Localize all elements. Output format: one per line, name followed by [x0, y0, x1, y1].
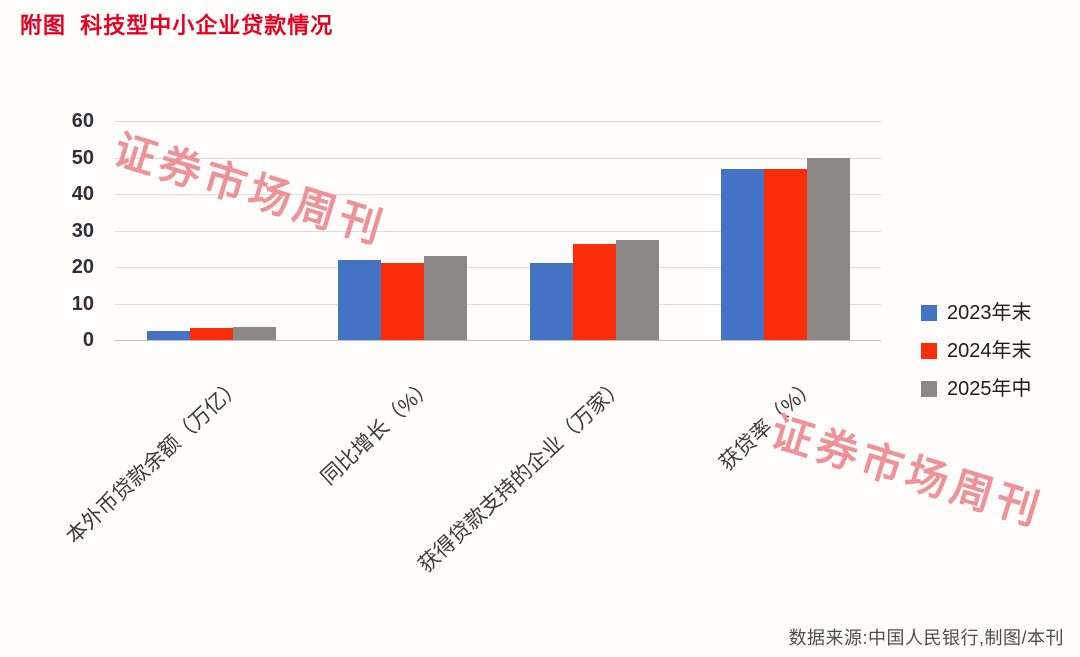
y-axis-tick-label: 60 — [71, 110, 94, 132]
gridline — [115, 194, 881, 195]
legend-label: 2024年末 — [947, 340, 1032, 362]
figure-title: 附图 科技型中小企业贷款情况 — [20, 13, 334, 38]
source-note: 数据来源:中国人民银行,制图/本刊 — [788, 628, 1064, 648]
y-axis-tick-label: 40 — [71, 183, 94, 205]
bar-2024年末-获贷率（%） — [764, 168, 807, 340]
chart-legend: 2023年末 2024年末 2025年中 — [921, 300, 1032, 414]
bar-2023年末-获得贷款支持的企业（万家） — [529, 262, 573, 340]
legend-label: 2025年中 — [947, 378, 1032, 400]
legend-label: 2023年末 — [947, 302, 1032, 324]
legend-item: 2024年末 — [921, 338, 1032, 364]
gridline — [115, 157, 881, 159]
bar-2023年末-获贷率（%） — [721, 169, 764, 340]
legend-swatch-icon — [921, 305, 937, 321]
legend-swatch-icon — [921, 381, 937, 397]
legend-item: 2025年中 — [921, 376, 1032, 402]
x-axis-line — [115, 340, 881, 341]
legend-item: 2023年末 — [921, 300, 1032, 326]
gridline — [115, 267, 881, 268]
gridline — [115, 230, 881, 232]
bar-2024年末-获得贷款支持的企业（万家） — [572, 244, 616, 340]
y-axis-tick-label: 10 — [71, 292, 94, 315]
gridline — [115, 303, 881, 305]
gridline — [115, 121, 881, 122]
bar-2023年末-本外币贷款余额（万亿） — [146, 331, 190, 340]
bar-2024年末-同比增长（%） — [381, 262, 424, 340]
y-axis-tick-label: 0 — [82, 329, 94, 351]
x-axis-category-label: 本外币贷款余额（万亿） — [62, 374, 247, 549]
x-axis-category-label: 获贷率（%） — [715, 374, 822, 476]
bar-2025年中-获贷率（%） — [807, 157, 850, 340]
y-axis-tick-label: 50 — [71, 146, 94, 169]
bar-2025年中-本外币贷款余额（万亿） — [232, 327, 276, 340]
legend-swatch-icon — [921, 343, 937, 359]
bar-2025年中-同比增长（%） — [424, 256, 467, 340]
y-axis-tick-label: 20 — [71, 256, 94, 278]
x-axis-category-label: 获得贷款支持的企业（万家） — [414, 374, 630, 578]
y-axis-tick-label: 30 — [71, 219, 94, 242]
x-axis-category-label: 同比增长（%） — [316, 374, 439, 490]
bar-2024年末-本外币贷款余额（万亿） — [189, 328, 233, 340]
bar-2023年末-同比增长（%） — [338, 260, 381, 340]
bar-2025年中-获得贷款支持的企业（万家） — [615, 240, 659, 340]
